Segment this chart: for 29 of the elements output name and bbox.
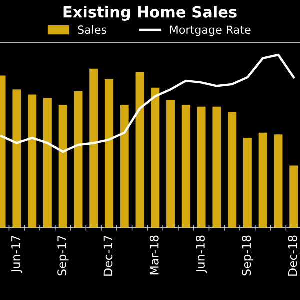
bar	[74, 91, 83, 228]
bar	[151, 88, 160, 228]
bar	[274, 134, 283, 228]
bar	[120, 105, 129, 228]
bar	[58, 105, 68, 228]
bar	[43, 98, 52, 228]
bar	[290, 166, 298, 228]
bar	[28, 94, 37, 228]
bar	[136, 72, 144, 228]
bar	[182, 105, 190, 228]
x-tick-label: Jun-17	[12, 236, 23, 274]
chart-title: Existing Home Sales	[64, 6, 237, 21]
legend-label: Mortgage Rate	[170, 26, 251, 36]
bar	[105, 79, 114, 228]
x-tick-label: Dec-17	[104, 236, 113, 276]
x-tick-label: Mar-18	[150, 236, 159, 275]
bar	[197, 106, 206, 228]
bar	[12, 90, 22, 228]
bar	[243, 138, 252, 228]
x-tick-label: Jun-18	[196, 236, 208, 274]
bar	[90, 68, 98, 228]
bar	[228, 112, 237, 228]
bar	[258, 132, 268, 228]
bar	[212, 106, 222, 228]
x-tick-label: Sep-17	[58, 236, 69, 276]
bar	[166, 100, 175, 228]
x-tick-label: Dec-18	[288, 236, 298, 276]
legend-label: Sales	[78, 25, 107, 34]
x-tick-label: Sep-18	[242, 236, 254, 276]
